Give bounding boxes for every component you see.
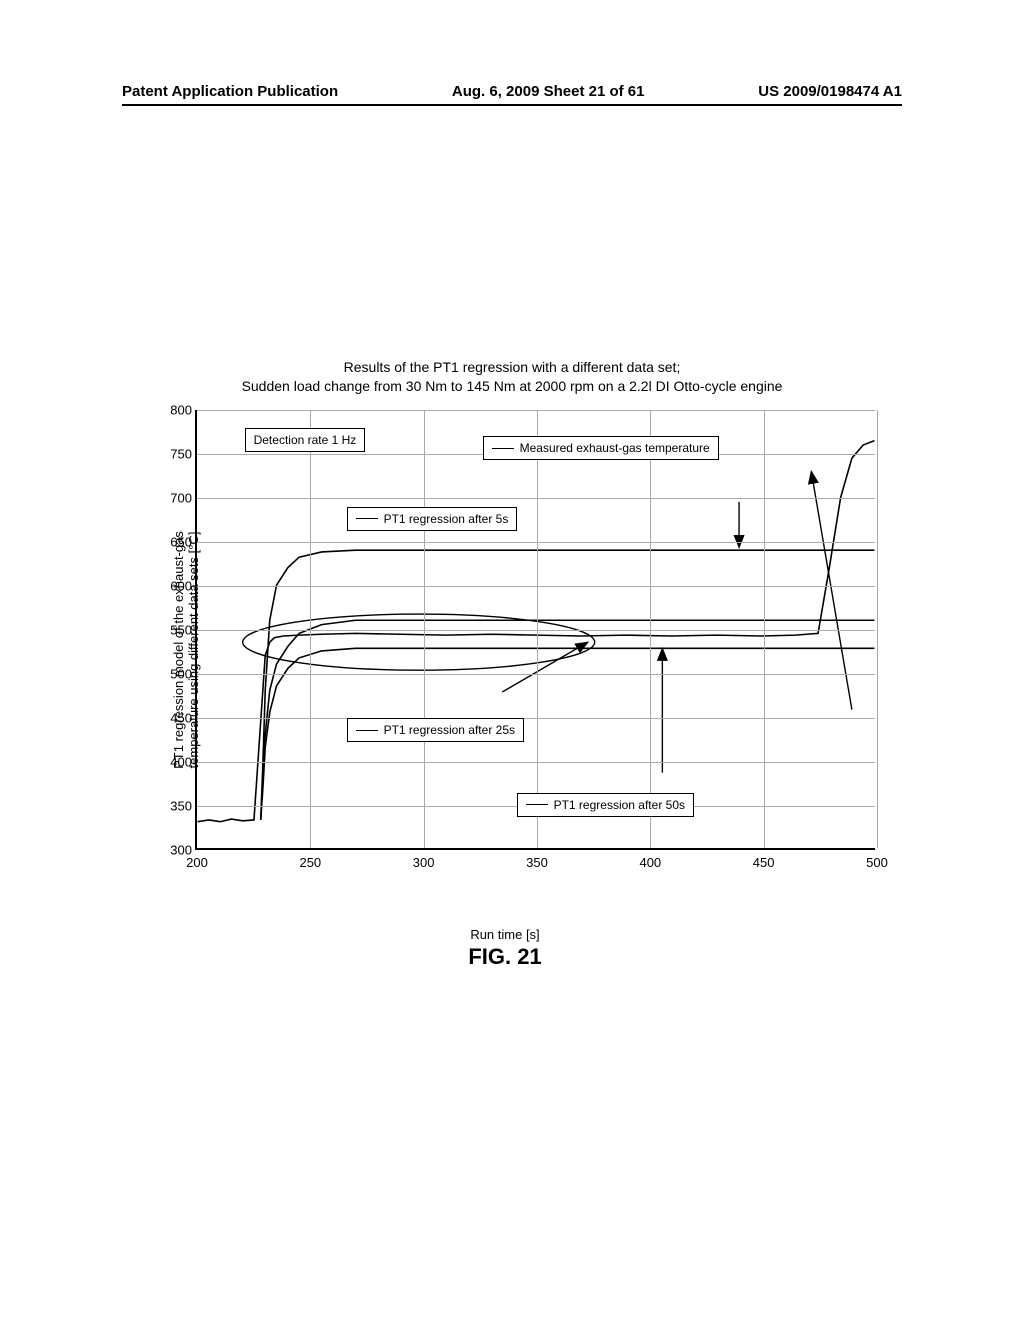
grid-vertical [310,410,311,848]
legend-detection: Detection rate 1 Hz [245,428,366,452]
legend-pt1_5s: PT1 regression after 5s [347,507,518,531]
grid-vertical [877,410,878,848]
x-axis-label: Run time [s] [115,927,895,942]
grid-vertical [537,410,538,848]
legend-text: Measured exhaust-gas temperature [520,441,710,455]
y-tick-label: 750 [157,447,192,462]
grid-horizontal [197,586,875,587]
highlight-ellipse [243,614,595,670]
series-pt1_5s [261,550,875,820]
page-header: Patent Application Publication Aug. 6, 2… [122,83,902,106]
x-tick-label: 450 [753,855,775,870]
chart-container: PT1 regression model of the exhaust-gas … [115,400,895,900]
legend-line-sample [492,448,514,449]
grid-vertical [424,410,425,848]
grid-horizontal [197,410,875,411]
y-tick-label: 550 [157,623,192,638]
y-tick-label: 600 [157,579,192,594]
x-tick-label: 250 [299,855,321,870]
x-tick-label: 400 [639,855,661,870]
y-tick-label: 500 [157,667,192,682]
header-center: Aug. 6, 2009 Sheet 21 of 61 [452,83,645,100]
grid-vertical [650,410,651,848]
plot-area: 2002503003504004505003003504004505005506… [195,410,875,850]
caption-line-1: Results of the PT1 regression with a dif… [0,358,1024,377]
x-tick-label: 300 [413,855,435,870]
caption-line-2: Sudden load change from 30 Nm to 145 Nm … [0,377,1024,396]
grid-vertical [764,410,765,848]
header-right: US 2009/0198474 A1 [758,83,902,100]
legend-pt1_25s: PT1 regression after 25s [347,718,524,742]
chart-svg [197,410,875,848]
x-tick-label: 500 [866,855,888,870]
grid-horizontal [197,630,875,631]
x-tick-label: 350 [526,855,548,870]
grid-horizontal [197,498,875,499]
y-tick-label: 450 [157,711,192,726]
figure-label: FIG. 21 [115,944,895,970]
legend-text: PT1 regression after 5s [384,512,509,526]
y-tick-label: 350 [157,799,192,814]
y-tick-label: 300 [157,843,192,858]
legend-measured: Measured exhaust-gas temperature [483,436,719,460]
annotation-arrow [502,642,588,692]
grid-horizontal [197,718,875,719]
legend-text: Detection rate 1 Hz [254,433,357,447]
chart-caption: Results of the PT1 regression with a dif… [0,358,1024,396]
legend-pt1_50s: PT1 regression after 50s [517,793,694,817]
legend-text: PT1 regression after 25s [384,723,515,737]
legend-line-sample [526,804,548,805]
legend-line-sample [356,730,378,731]
grid-horizontal [197,674,875,675]
grid-horizontal [197,542,875,543]
legend-line-sample [356,518,378,519]
legend-text: PT1 regression after 50s [554,798,685,812]
y-tick-label: 400 [157,755,192,770]
grid-horizontal [197,762,875,763]
ylabel-1: PT1 regression model of the exhaust-gas [171,531,186,769]
y-tick-label: 650 [157,535,192,550]
y-tick-label: 800 [157,403,192,418]
y-tick-label: 700 [157,491,192,506]
header-left: Patent Application Publication [122,83,338,100]
